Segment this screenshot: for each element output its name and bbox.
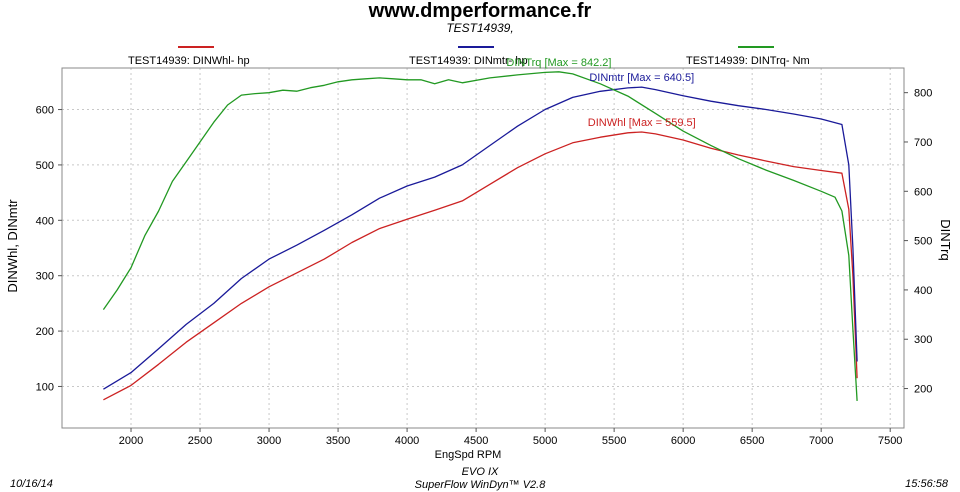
x-axis-title: EngSpd RPM [435,449,502,461]
site-title: www.dmperformance.fr [368,0,592,22]
series-line-dinmtr [103,86,858,390]
footer-software: SuperFlow WinDyn™ V2.8 [414,479,546,491]
footer-time: 15:56:58 [905,478,948,490]
x-tick-label: 4000 [395,435,419,447]
x-tick-label: 7500 [878,435,902,447]
y-axis-left-title: DINWhl, DINmtr [5,199,20,293]
annotation-layer: DINWhl [Max = 559.5] DINmtr [Max = 640.5]… [506,57,695,129]
x-tick-label: 6500 [740,435,764,447]
legend-swatch-dinmtr [458,46,494,48]
y-left-tick-label: 300 [36,271,54,283]
y-axis-right-title: DINTrq [938,219,953,260]
max-annotation-dinmtr: DINmtr [Max = 640.5] [589,72,694,84]
x-tick-label: 5500 [602,435,626,447]
y-left-tick-label: 100 [36,381,54,393]
y-left-tick-label: 400 [36,215,54,227]
legend-label-dinwhl: TEST14939: DINWhl- hp [128,55,250,67]
legend-swatch-dintrq [738,46,774,48]
y-left-tick-label: 500 [36,160,54,172]
series-line-dintrq [102,71,858,401]
x-tick-label: 3500 [326,435,350,447]
y-right-tick-label: 700 [914,137,932,149]
footer-date: 10/16/14 [10,478,53,490]
y-right-tick-label: 200 [914,384,932,396]
series-layer [102,71,858,401]
y-right-tick-label: 300 [914,334,932,346]
grid-layer [62,68,904,428]
x-tick-label: 4500 [464,435,488,447]
plot-frame [61,67,905,429]
x-tick-label: 7000 [809,435,833,447]
y-right-tick-label: 500 [914,236,932,248]
max-annotation-dinwhl: DINWhl [Max = 559.5] [588,117,696,129]
test-id: TEST14939, [446,21,514,35]
y-left-tick-label: 600 [36,105,54,117]
x-tick-label: 2000 [119,435,143,447]
series-line-dinwhl [103,131,858,401]
legend-label-dinmtr: TEST14939: DINmtr- hp [409,55,528,67]
x-tick-label: 3000 [257,435,281,447]
x-tick-label: 6000 [671,435,695,447]
y-left-tick-label: 200 [36,326,54,338]
tick-layer: 2000 2500 3000 3500 4000 4500 5000 5500 6000 6500… [36,88,933,447]
max-annotation-dintrq: DINTrq [Max = 842.2] [506,57,611,69]
legend-swatch-dinwhl [178,46,214,48]
y-right-tick-label: 400 [914,285,932,297]
x-tick-label: 5000 [533,435,557,447]
y-right-tick-label: 800 [914,88,932,100]
legend-label-dintrq: TEST14939: DINTrq- Nm [686,55,810,67]
y-right-tick-label: 600 [914,186,932,198]
footer-vehicle: EVO IX [461,466,499,478]
x-tick-label: 2500 [188,435,212,447]
